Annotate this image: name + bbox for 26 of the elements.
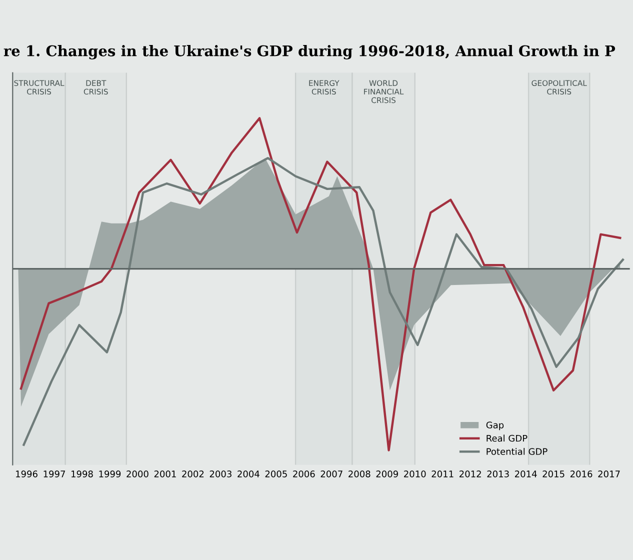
- legend-label: Real GDP: [486, 434, 528, 442]
- x-tick-label: 2007: [320, 470, 342, 478]
- x-tick-label: 1997: [44, 470, 65, 478]
- x-tick-label: 1996: [16, 470, 38, 478]
- x-tick-label: 2006: [293, 470, 315, 478]
- x-tick-label: 2008: [348, 470, 370, 478]
- x-tick-label: 2017: [598, 470, 620, 478]
- legend-label: Gap: [486, 422, 504, 430]
- x-tick-label: 2015: [542, 470, 564, 478]
- x-tick-label: 1998: [72, 470, 93, 478]
- x-tick-label: 2014: [514, 470, 537, 478]
- x-tick-label: 2001: [154, 470, 176, 478]
- x-tick-label: 2005: [265, 470, 287, 478]
- x-tick-label: 2002: [182, 470, 204, 478]
- x-tick-label: 1999: [99, 470, 121, 478]
- legend-label: Potential GDP: [486, 448, 548, 455]
- x-tick-label: 2011: [432, 470, 454, 478]
- chart-title: re 1. Changes in the Ukraine's GDP during 1996-2018, Annual Growth in P: [4, 45, 616, 60]
- x-tick-label: 2010: [404, 470, 426, 478]
- x-tick-label: 2004: [238, 470, 260, 478]
- x-tick-label: 2012: [460, 470, 481, 478]
- x-tick-label: 2003: [210, 470, 232, 478]
- x-tick-label: 2000: [126, 470, 148, 478]
- x-tick-label: 2016: [570, 470, 592, 478]
- x-tick-label: 2013: [487, 470, 509, 478]
- x-tick-label: 2009: [376, 470, 398, 478]
